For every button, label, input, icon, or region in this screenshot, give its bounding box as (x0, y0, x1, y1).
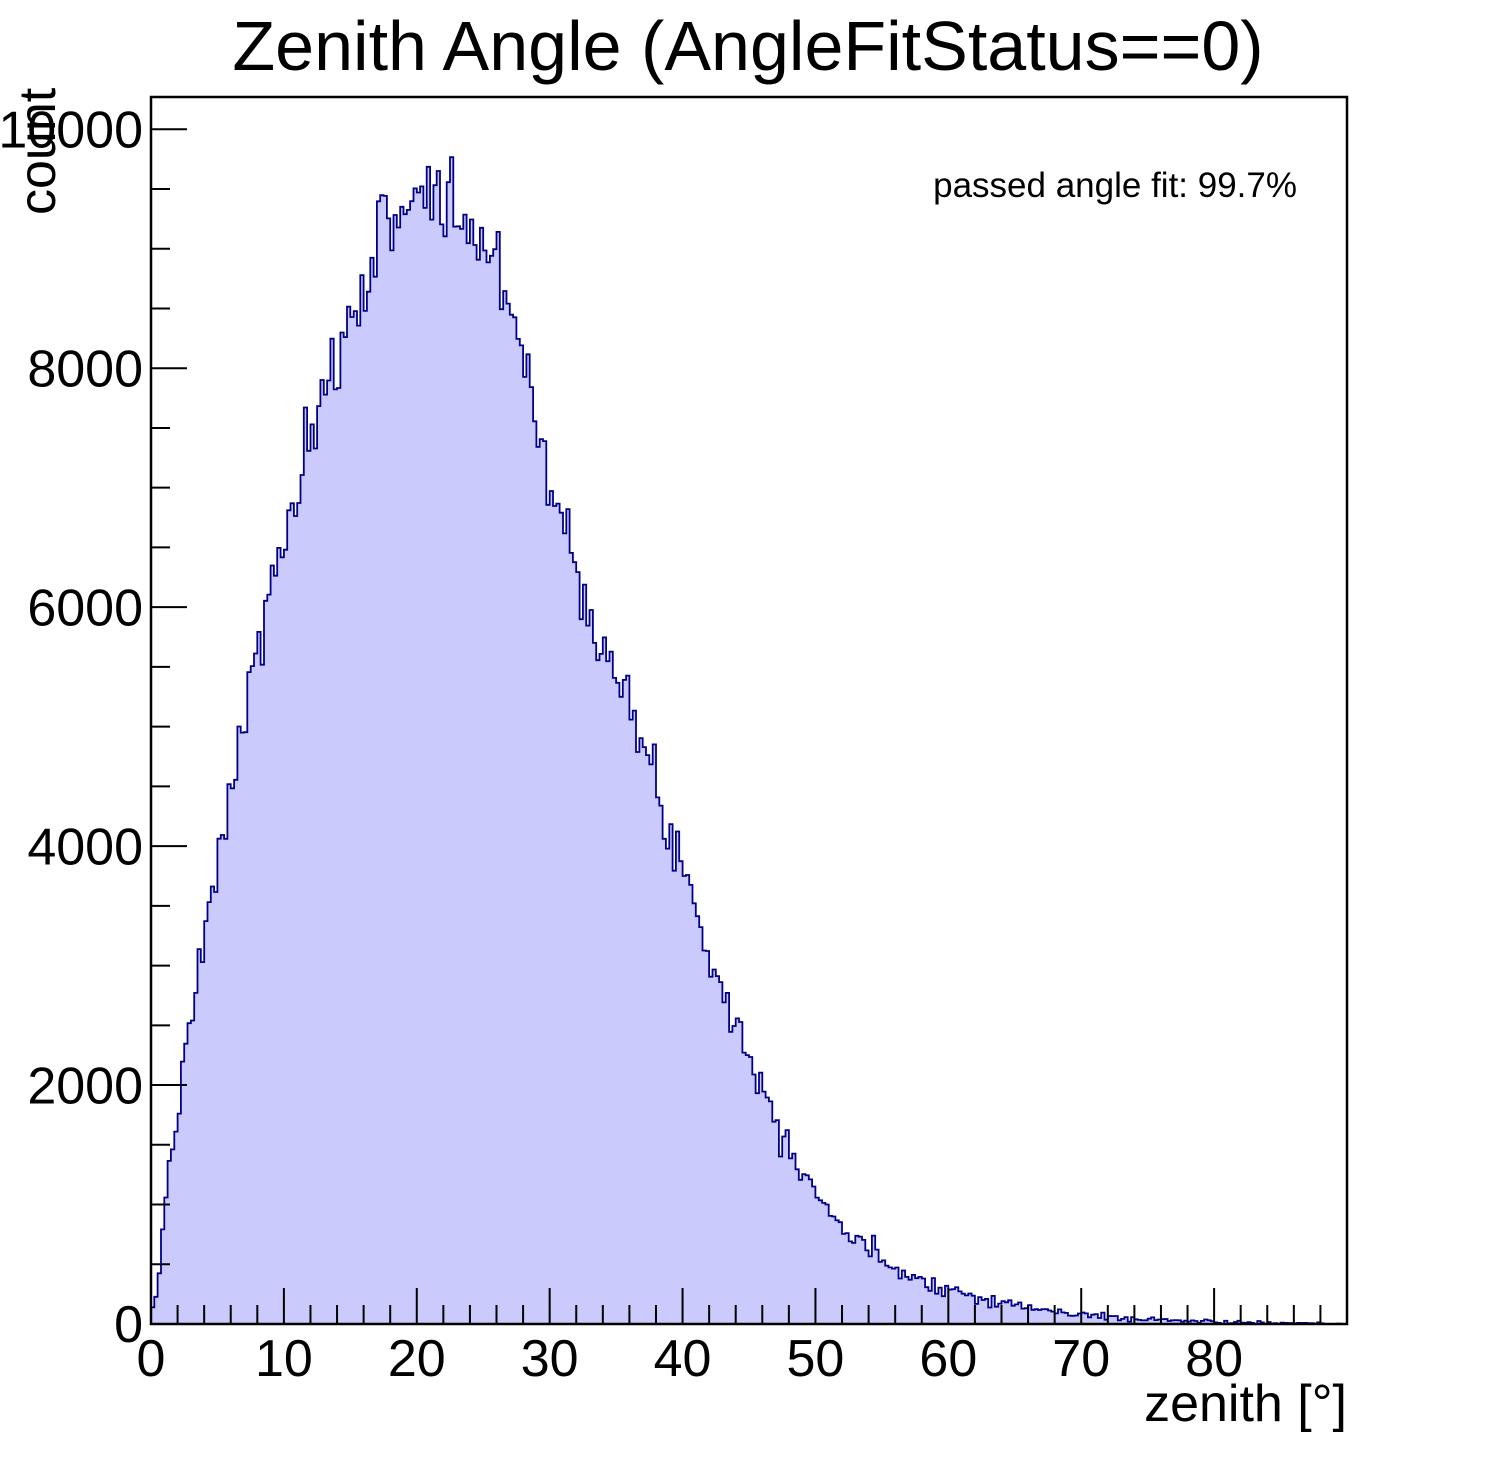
y-tick-label: 4000 (27, 818, 143, 876)
x-tick-label: 60 (919, 1330, 977, 1388)
x-tick-label: 10 (255, 1330, 313, 1388)
x-tick-label: 20 (388, 1330, 446, 1388)
x-tick-label: 70 (1052, 1330, 1110, 1388)
y-axis-tick-labels: 0 2000 4000 6000 8000 10000 (0, 101, 143, 1354)
y-axis-ticks (151, 128, 187, 1325)
x-tick-label: 50 (787, 1330, 845, 1388)
x-tick-label: 80 (1185, 1330, 1243, 1388)
histogram-series (150, 156, 1347, 1325)
histogram-fill-area (151, 157, 1347, 1325)
x-axis-title: zenith [°] (1144, 1375, 1347, 1433)
x-tick-label: 0 (137, 1330, 166, 1388)
x-axis-ticks (150, 1288, 1348, 1324)
y-tick-label: 6000 (27, 579, 143, 637)
y-axis-title: count (9, 87, 67, 215)
y-tick-label: 8000 (27, 340, 143, 398)
x-tick-label: 40 (654, 1330, 712, 1388)
chart-title: Zenith Angle (AngleFitStatus==0) (232, 7, 1263, 85)
y-tick-label: 10000 (0, 101, 143, 159)
histogram-outline (150, 156, 1347, 1325)
x-axis-tick-labels: 0 10 20 30 40 50 60 70 80 (137, 1330, 1243, 1388)
plot-frame (149, 95, 1349, 1326)
x-tick-label: 30 (521, 1330, 579, 1388)
y-tick-label: 2000 (27, 1057, 143, 1115)
y-tick-label: 0 (114, 1296, 143, 1354)
passed-fit-annotation: passed angle fit: 99.7% (933, 166, 1297, 205)
